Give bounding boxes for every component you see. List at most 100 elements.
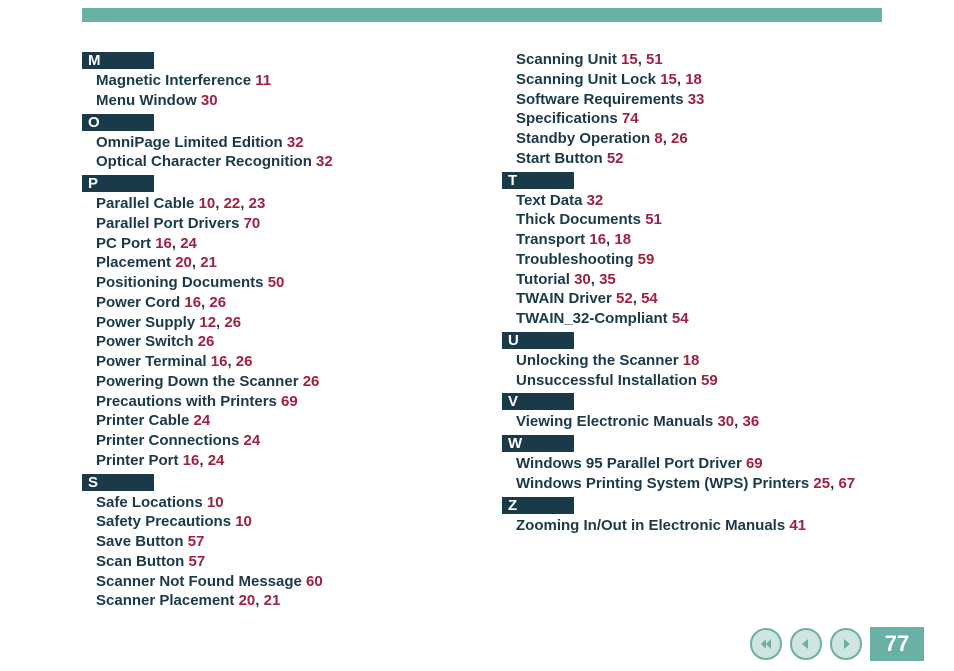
page-ref[interactable]: 52 (616, 290, 633, 307)
page-ref[interactable]: 51 (646, 51, 663, 68)
page-ref[interactable]: 41 (789, 517, 806, 534)
page-ref[interactable]: 20 (175, 254, 192, 271)
page-ref[interactable]: 18 (614, 231, 631, 248)
page-ref[interactable]: 16 (183, 452, 200, 469)
page-ref[interactable]: 51 (645, 211, 662, 228)
page-ref[interactable]: 52 (607, 150, 624, 167)
page-ref[interactable]: 32 (587, 192, 604, 209)
page-ref[interactable]: 12 (199, 314, 216, 331)
index-entry: Power Terminal 16, 26 (96, 353, 462, 372)
index-term: Parallel Port Drivers (96, 215, 244, 232)
page-ref[interactable]: 69 (746, 455, 763, 472)
page-ref[interactable]: 69 (281, 393, 298, 410)
page-ref[interactable]: 54 (641, 290, 658, 307)
page-ref[interactable]: 24 (208, 452, 225, 469)
page-ref[interactable]: 26 (236, 353, 253, 370)
index-entry: TWAIN Driver 52, 54 (516, 290, 882, 309)
index-entry: TWAIN_32-Compliant 54 (516, 310, 882, 329)
letter-header-m: M (82, 52, 154, 69)
page-ref[interactable]: 16 (589, 231, 606, 248)
page-ref[interactable]: 26 (198, 333, 215, 350)
page-ref[interactable]: 67 (838, 475, 855, 492)
index-entry: Standby Operation 8, 26 (516, 130, 882, 149)
index-entry: Printer Connections 24 (96, 432, 462, 451)
page-ref[interactable]: 8 (654, 130, 662, 147)
index-entry: Thick Documents 51 (516, 211, 882, 230)
top-accent-bar (82, 8, 882, 22)
page-ref[interactable]: 35 (599, 271, 616, 288)
page-ref[interactable]: 74 (622, 110, 639, 127)
page-ref[interactable]: 60 (306, 573, 323, 590)
page-ref[interactable]: 32 (316, 153, 333, 170)
index-entry: Safety Precautions 10 (96, 513, 462, 532)
index-entry: Transport 16, 18 (516, 231, 882, 250)
page-ref[interactable]: 10 (199, 195, 216, 212)
index-entry: Placement 20, 21 (96, 254, 462, 273)
index-term: TWAIN_32-Compliant (516, 310, 672, 327)
page-ref[interactable]: 54 (672, 310, 689, 327)
page-ref[interactable]: 22 (224, 195, 241, 212)
index-term: Troubleshooting (516, 251, 638, 268)
page-ref[interactable]: 20 (239, 592, 256, 609)
page-ref[interactable]: 26 (303, 373, 320, 390)
page-ref[interactable]: 15 (660, 71, 677, 88)
page-ref[interactable]: 16 (155, 235, 172, 252)
page-ref[interactable]: 21 (264, 592, 281, 609)
first-page-button[interactable] (750, 628, 782, 660)
page-ref[interactable]: 10 (207, 494, 224, 511)
index-entry: Parallel Port Drivers 70 (96, 215, 462, 234)
letter-header-o: O (82, 114, 154, 131)
page-ref[interactable]: 16 (211, 353, 228, 370)
index-entry: Scanner Placement 20, 21 (96, 592, 462, 611)
index-entry: Optical Character Recognition 32 (96, 153, 462, 172)
page-ref[interactable]: 30 (574, 271, 591, 288)
prev-page-button[interactable] (790, 628, 822, 660)
page-ref[interactable]: 11 (255, 72, 271, 89)
page-ref[interactable]: 18 (685, 71, 702, 88)
index-content: MMagnetic Interference 11Menu Window 30O… (82, 50, 882, 612)
index-entry: Powering Down the Scanner 26 (96, 373, 462, 392)
page-ref[interactable]: 33 (688, 91, 705, 108)
page-ref[interactable]: 18 (683, 352, 700, 369)
page-ref[interactable]: 70 (244, 215, 261, 232)
page-ref[interactable]: 26 (209, 294, 226, 311)
index-term: Scanner Placement (96, 592, 239, 609)
page-ref[interactable]: 57 (189, 553, 206, 570)
page-ref[interactable]: 36 (742, 413, 759, 430)
page-ref[interactable]: 24 (180, 235, 197, 252)
page-ref-separator: , (215, 195, 223, 212)
index-entry: Scanner Not Found Message 60 (96, 573, 462, 592)
page-ref[interactable]: 16 (184, 294, 201, 311)
page-ref[interactable]: 24 (194, 412, 211, 429)
index-entry: Safe Locations 10 (96, 494, 462, 513)
page-ref[interactable]: 57 (188, 533, 205, 550)
letter-header-t: T (502, 172, 574, 189)
page-ref[interactable]: 26 (224, 314, 241, 331)
page-ref-separator: , (591, 271, 599, 288)
page-ref[interactable]: 15 (621, 51, 638, 68)
page-ref[interactable]: 30 (201, 92, 218, 109)
page-ref[interactable]: 59 (638, 251, 655, 268)
index-entry: Save Button 57 (96, 533, 462, 552)
index-term: Unlocking the Scanner (516, 352, 683, 369)
page-ref-separator: , (255, 592, 263, 609)
page-ref[interactable]: 30 (717, 413, 734, 430)
page-ref[interactable]: 24 (244, 432, 261, 449)
next-page-button[interactable] (830, 628, 862, 660)
index-term: Tutorial (516, 271, 574, 288)
page-ref[interactable]: 50 (268, 274, 285, 291)
page-ref[interactable]: 10 (235, 513, 252, 530)
page-ref[interactable]: 25 (813, 475, 830, 492)
page-ref[interactable]: 26 (671, 130, 688, 147)
index-entry: PC Port 16, 24 (96, 235, 462, 254)
index-term: Precautions with Printers (96, 393, 281, 410)
page-ref[interactable]: 23 (249, 195, 266, 212)
page-ref[interactable]: 21 (200, 254, 217, 271)
page-ref[interactable]: 59 (701, 372, 718, 389)
index-entry: Troubleshooting 59 (516, 251, 882, 270)
index-entry: Power Cord 16, 26 (96, 294, 462, 313)
index-entry: Power Supply 12, 26 (96, 314, 462, 333)
index-term: Safety Precautions (96, 513, 235, 530)
page-ref[interactable]: 32 (287, 134, 304, 151)
letter-header-v: V (502, 393, 574, 410)
